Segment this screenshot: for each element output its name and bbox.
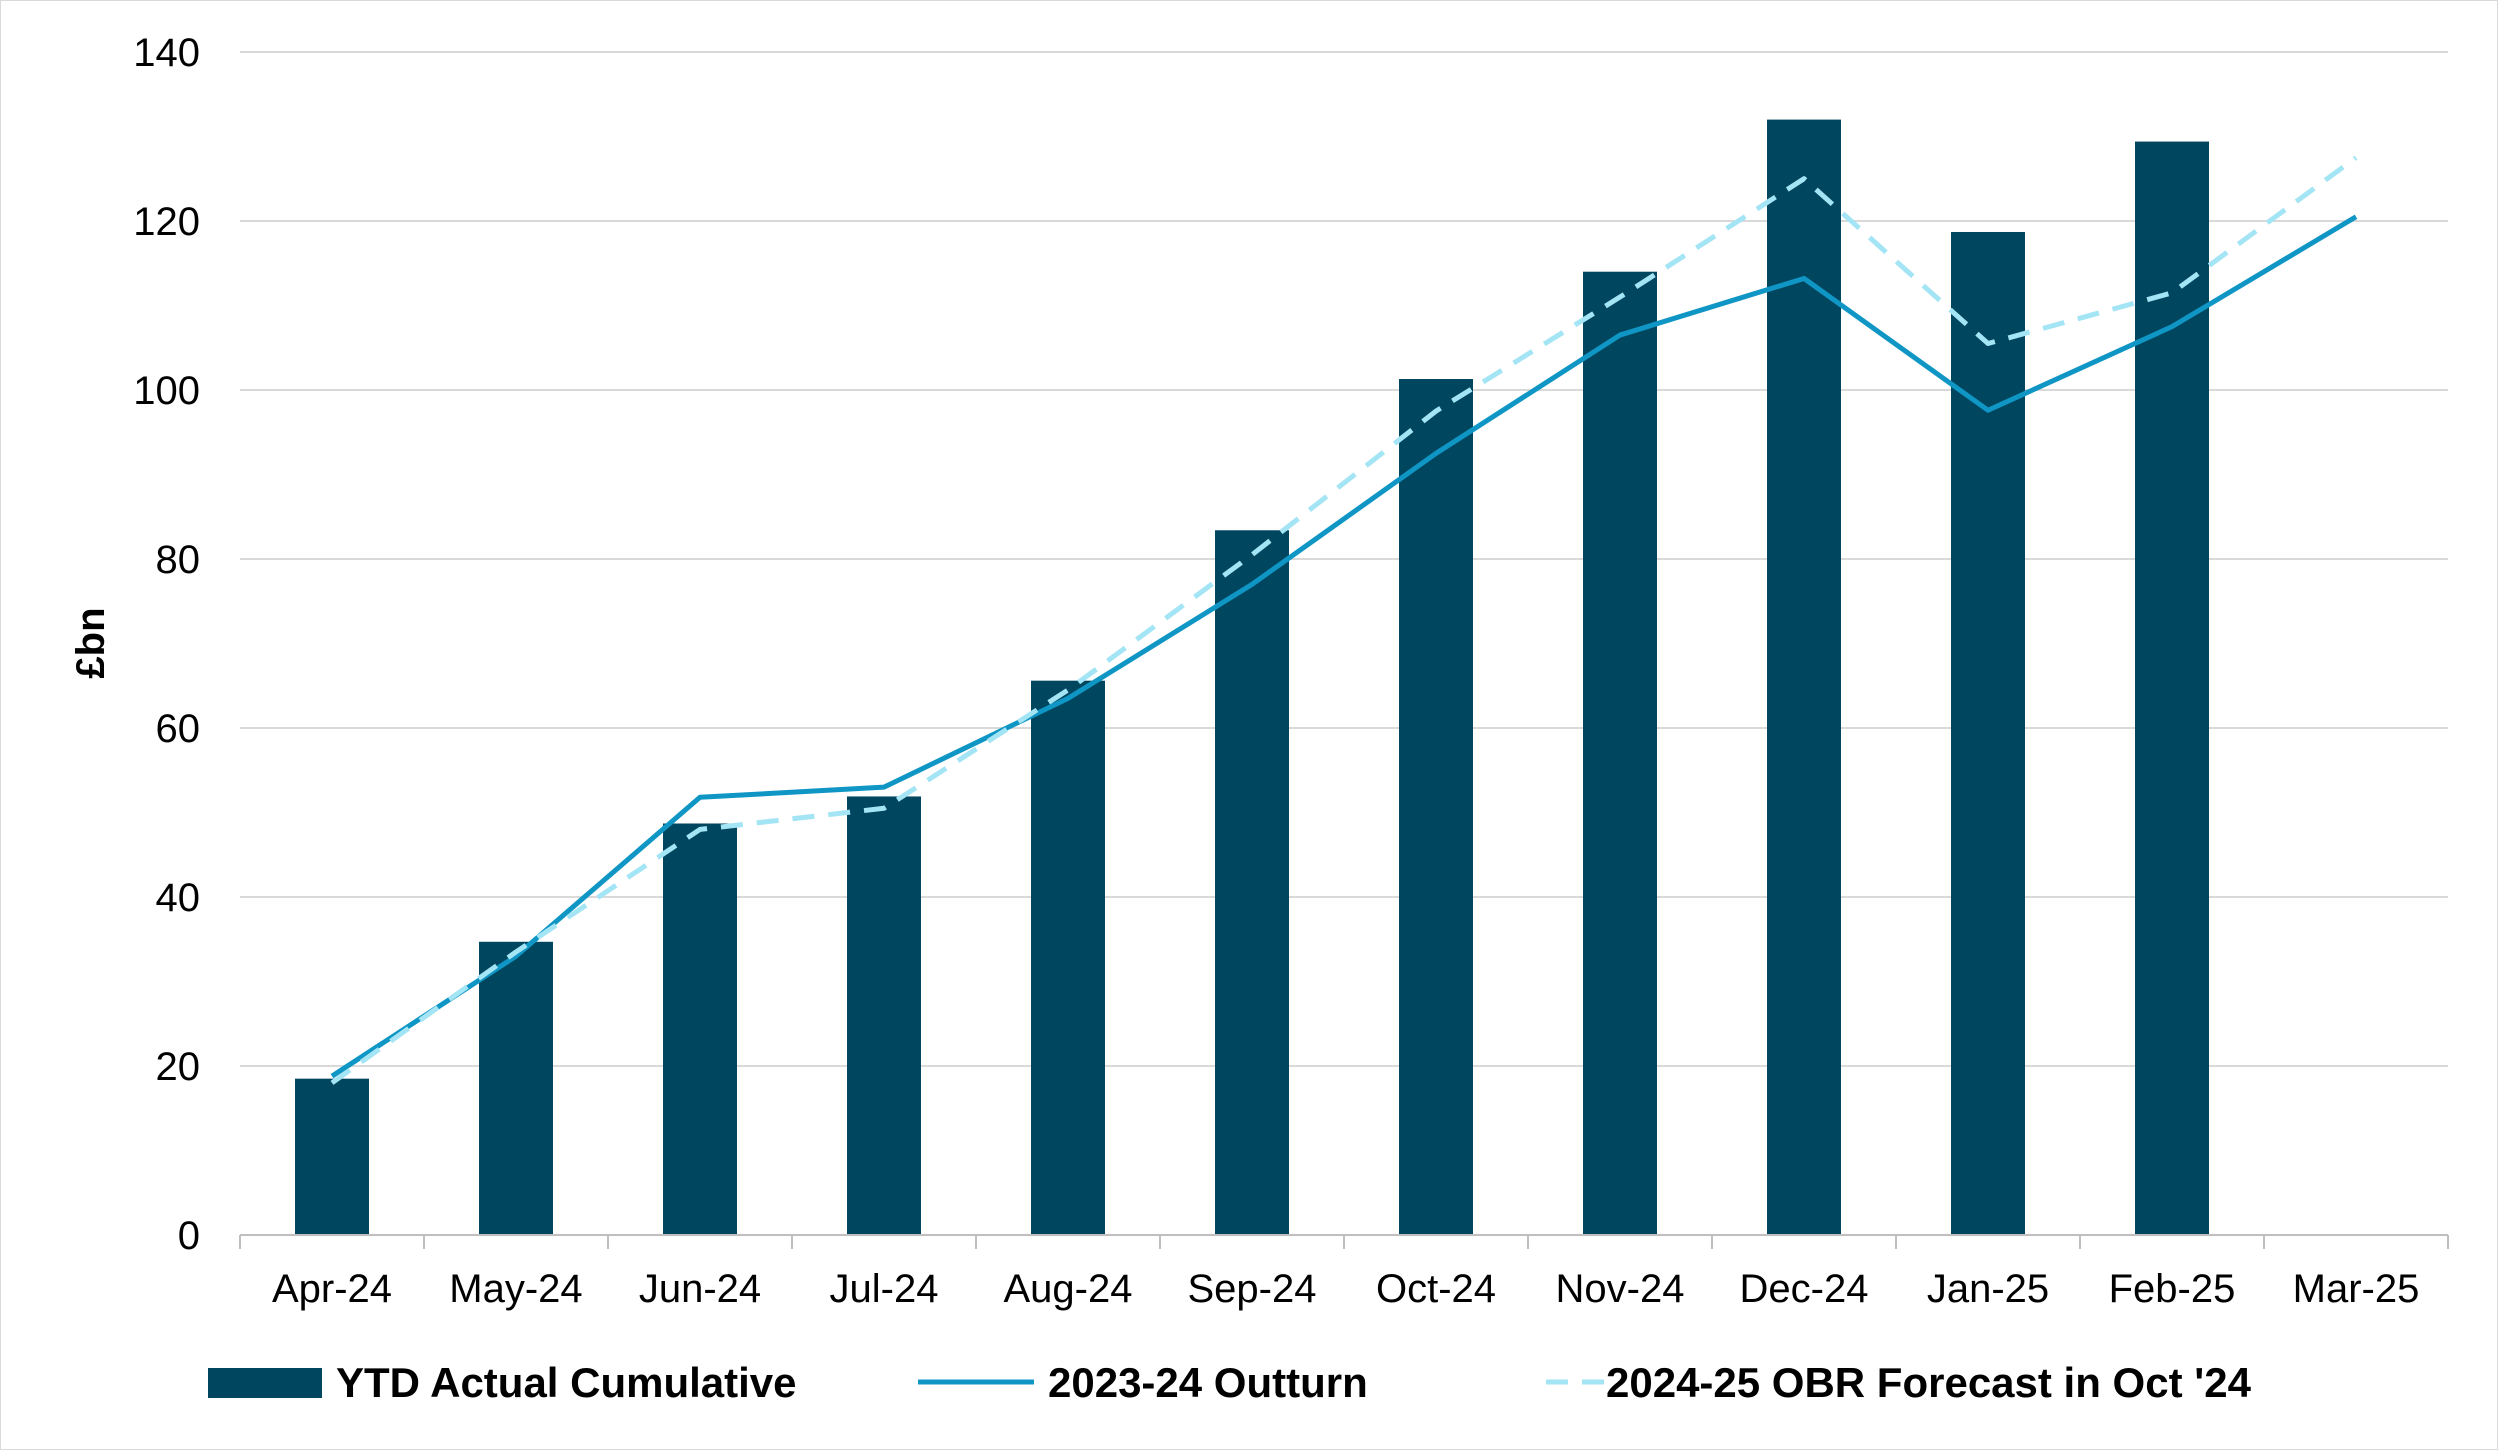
x-tick-label: Feb-25 <box>2109 1267 2236 1311</box>
bar <box>847 796 921 1235</box>
legend-label: 2024-25 OBR Forecast in Oct '24 <box>1606 1359 2252 1406</box>
x-tick-label: Aug-24 <box>1004 1267 1133 1311</box>
bar <box>1215 530 1289 1235</box>
bar <box>2135 141 2209 1235</box>
bar <box>1951 231 2025 1236</box>
y-tick-label: 80 <box>156 538 201 582</box>
x-tick-label: Jul-24 <box>830 1267 939 1311</box>
x-tick-label: Jun-24 <box>639 1267 761 1311</box>
y-tick-label: 20 <box>156 1045 201 1089</box>
x-tick-label: Mar-25 <box>2293 1267 2420 1311</box>
y-tick-label: 140 <box>133 31 200 75</box>
x-tick-label: May-24 <box>449 1267 582 1311</box>
legend-item: YTD Actual Cumulative <box>208 1359 797 1406</box>
bar <box>1583 271 1657 1235</box>
x-tick-label: Oct-24 <box>1376 1267 1496 1311</box>
bar <box>1399 379 1473 1235</box>
x-tick-label: Jan-25 <box>1927 1267 2049 1311</box>
x-axis-ticks: Apr-24 May-24 Jun-24 Jul-24 Aug-24 Sep-24 Oct-… <box>272 1267 2419 1311</box>
x-tick-label: Nov-24 <box>1556 1267 1685 1311</box>
legend: YTD Actual Cumulative 2023-24 Outturn 2024… <box>208 1359 2252 1406</box>
y-tick-label: 60 <box>156 707 201 751</box>
bar <box>663 823 737 1235</box>
x-tick-label: Apr-24 <box>272 1267 392 1311</box>
y-tick-label: 40 <box>156 876 201 920</box>
legend-label: 2023-24 Outturn <box>1048 1359 1368 1406</box>
legend-label: YTD Actual Cumulative <box>336 1359 797 1406</box>
line-series <box>330 155 2358 1085</box>
x-axis <box>239 1234 2449 1249</box>
bar-series <box>295 119 2209 1236</box>
y-tick-label: 0 <box>178 1214 200 1258</box>
outturn-line <box>330 214 2358 1079</box>
forecast-line <box>330 155 2358 1085</box>
y-axis-ticks: 0 20 40 60 80 100 120 140 <box>133 31 200 1258</box>
bar <box>1767 119 1841 1236</box>
y-tick-label: 100 <box>133 369 200 413</box>
bar <box>295 1078 369 1235</box>
legend-swatch <box>208 1368 322 1398</box>
x-tick-label: Sep-24 <box>1188 1267 1317 1311</box>
x-tick-label: Dec-24 <box>1740 1267 1869 1311</box>
bar <box>1031 680 1105 1235</box>
y-tick-label: 120 <box>133 200 200 244</box>
y-axis-title: £bn <box>69 607 113 678</box>
gridlines <box>240 51 2448 1067</box>
legend-item: 2023-24 Outturn <box>918 1359 1368 1406</box>
legend-item: 2024-25 OBR Forecast in Oct '24 <box>1546 1359 2252 1406</box>
bar <box>479 941 553 1235</box>
